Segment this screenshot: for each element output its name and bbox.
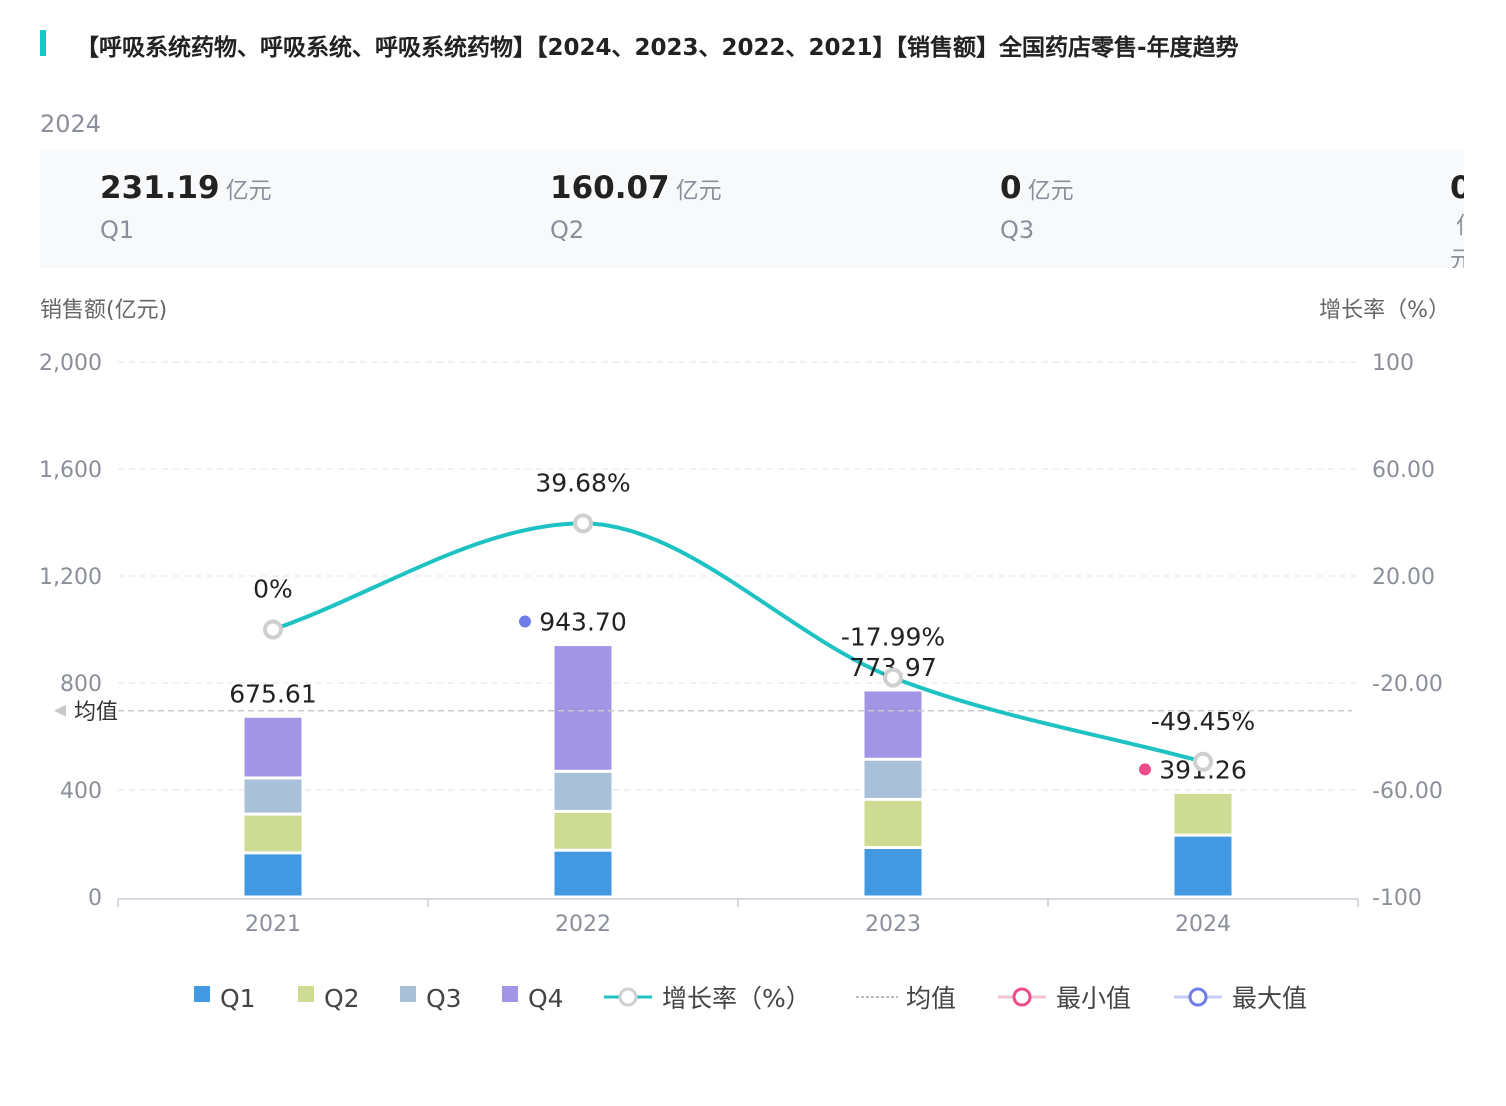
card-unit: 亿元 (1027, 178, 1074, 204)
right-axis-title: 增长率（%） (1319, 298, 1450, 323)
legend-max-marker (1188, 987, 1208, 1007)
summary-year: 2024 (40, 110, 102, 138)
right-tick-label: -100 (1372, 886, 1422, 911)
bar-q3 (554, 772, 612, 810)
legend-label: 均值 (906, 984, 956, 1013)
card-value: 160.07 (550, 170, 670, 206)
left-tick-label: 400 (60, 779, 102, 804)
bar-q4 (244, 717, 302, 777)
left-tick-label: 1,600 (39, 458, 102, 483)
average-marker (54, 704, 66, 717)
summary-card-q4: 0亿元 Q4 (1450, 170, 1464, 268)
growth-point (1193, 751, 1213, 772)
growth-label: 39.68% (535, 468, 630, 497)
right-tick-label: 60.00 (1372, 458, 1435, 483)
card-value: 231.19 (100, 170, 220, 206)
summary-card-q3: 0 亿元 Q3 (1000, 170, 1074, 244)
max-marker (519, 615, 531, 628)
x-tick-label: 2022 (555, 912, 611, 937)
legend-label: 最大值 (1232, 984, 1307, 1013)
right-tick-label: -60.00 (1372, 779, 1443, 804)
bar-q1 (1174, 836, 1232, 896)
card-label: Q3 (1000, 216, 1035, 244)
growth-label: -17.99% (841, 623, 945, 652)
growth-point (573, 513, 593, 534)
legend-label: 最小值 (1056, 984, 1131, 1013)
left-tick-label: 1,200 (39, 565, 102, 590)
legend-label: Q1 (220, 984, 256, 1013)
growth-line (272, 521, 1204, 764)
bar-q2 (554, 812, 612, 849)
bar-q4 (554, 646, 612, 770)
legend-growth-marker (618, 987, 638, 1007)
card-label: Q1 (100, 216, 135, 244)
legend-label: Q3 (426, 984, 462, 1013)
legend-swatch-q4 (502, 986, 518, 1002)
legend-swatch-q2 (298, 986, 314, 1002)
x-tick-label: 2021 (245, 912, 301, 937)
left-tick-label: 0 (88, 886, 102, 911)
bar-q4 (864, 691, 922, 758)
summary-card-q2: 160.07 亿元 Q2 (550, 170, 722, 244)
right-tick-label: 100 (1372, 351, 1414, 376)
legend-label: Q2 (324, 984, 360, 1013)
card-unit: 亿元 (1450, 213, 1464, 268)
bar-q2 (864, 800, 922, 847)
legend-min-marker (1012, 987, 1032, 1007)
bar-q1 (864, 849, 922, 896)
x-tick-label: 2023 (865, 912, 921, 937)
x-tick-label: 2024 (1175, 912, 1231, 937)
left-axis-title: 销售额(亿元) (40, 298, 168, 323)
average-label: 均值 (74, 700, 118, 725)
card-value: 0 (1000, 170, 1022, 206)
card-unit: 亿元 (675, 178, 722, 204)
bar-q1 (554, 851, 612, 896)
growth-point (883, 667, 903, 688)
left-tick-label: 2,000 (39, 351, 102, 376)
legend-label: Q4 (528, 984, 564, 1013)
left-tick-label: 800 (60, 672, 102, 697)
growth-label: 0% (253, 575, 293, 604)
total-label: 675.61 (229, 679, 316, 708)
title-accent-bar (40, 30, 46, 56)
bar-q2 (1174, 793, 1232, 834)
summary-card-q1: 231.19 亿元 Q1 (100, 170, 272, 244)
min-marker (1139, 763, 1151, 776)
legend-label: 增长率（%） (662, 984, 811, 1013)
bar-q3 (864, 760, 922, 798)
card-label: Q2 (550, 216, 585, 244)
right-tick-label: -20.00 (1372, 672, 1443, 697)
right-tick-label: 20.00 (1372, 565, 1435, 590)
bar-q1 (244, 854, 302, 896)
legend-swatch-q1 (194, 986, 210, 1002)
growth-label: -49.45% (1151, 707, 1255, 736)
card-unit: 亿元 (225, 178, 272, 204)
card-value: 0 (1450, 170, 1464, 206)
bar-q3 (244, 779, 302, 813)
bar-q2 (244, 815, 302, 852)
legend-swatch-q3 (400, 986, 416, 1002)
growth-point (263, 619, 283, 640)
page-title: 【呼吸系统药物、呼吸系统、呼吸系统药物】【2024、2023、2022、2021… (76, 35, 1239, 61)
total-label: 943.70 (539, 608, 626, 637)
